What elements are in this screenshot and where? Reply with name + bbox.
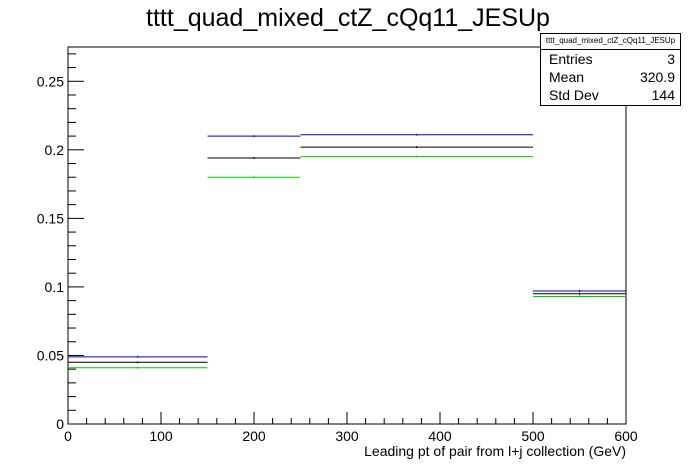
stats-value: 320.9 [639, 69, 675, 85]
stats-row-mean: Mean 320.9 [541, 68, 680, 86]
x-tick-label: 400 [428, 428, 452, 444]
stats-box-title: tttt_quad_mixed_ctZ_cQq11_JESUp [541, 34, 680, 50]
stats-box: tttt_quad_mixed_ctZ_cQq11_JESUp Entries … [540, 33, 681, 106]
y-tick-label: 0.2 [45, 142, 65, 158]
x-tick-label: 100 [149, 428, 173, 444]
stats-label: Entries [549, 51, 593, 67]
y-tick-label: 0.25 [37, 73, 64, 89]
x-tick-label: 0 [64, 428, 72, 444]
stats-row-entries: Entries 3 [541, 50, 680, 68]
stats-row-std-dev: Std Dev 144 [541, 86, 680, 104]
y-tick-label: 0 [56, 416, 64, 432]
stats-value: 144 [651, 87, 675, 103]
x-tick-label: 600 [614, 428, 638, 444]
y-tick-label: 0.05 [37, 347, 64, 363]
chart-title: tttt_quad_mixed_ctZ_cQq11_JESUp [146, 4, 550, 32]
y-tick-label: 0.15 [37, 210, 64, 226]
stats-value: 3 [667, 51, 675, 67]
x-tick-label: 300 [335, 428, 359, 444]
x-tick-label: 200 [242, 428, 266, 444]
x-axis-title: Leading pt of pair from l+j collection (… [364, 443, 626, 459]
x-tick-label: 500 [521, 428, 545, 444]
y-tick-label: 0.1 [45, 279, 65, 295]
stats-label: Std Dev [549, 87, 599, 103]
stats-label: Mean [549, 69, 585, 85]
